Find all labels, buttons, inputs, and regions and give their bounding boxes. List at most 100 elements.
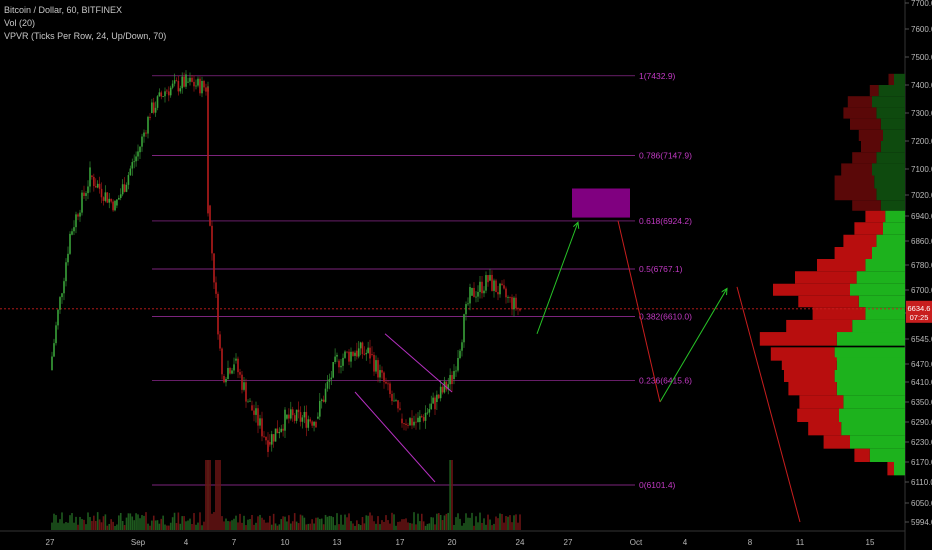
volume-bar [207, 460, 209, 530]
vpvr-up-row [841, 422, 905, 436]
vpvr-down-row [847, 96, 872, 108]
time-tick-label: 27 [46, 538, 55, 547]
volume-bar [324, 514, 327, 530]
vpvr-down-row [841, 163, 872, 176]
volume-bar [428, 523, 431, 530]
volume-bar [443, 515, 446, 530]
candle-body [53, 343, 55, 357]
volume-bar [497, 518, 499, 530]
volume-bar [181, 516, 183, 530]
price-tick-label: 6860.0 [911, 237, 932, 246]
volume-bar [265, 522, 267, 530]
volume-bar [299, 514, 302, 530]
vpvr-down-row [795, 271, 857, 284]
volume-bar [63, 523, 65, 530]
candle-body [467, 303, 469, 305]
volume-bar [434, 524, 436, 530]
volume-bar [55, 515, 57, 530]
candle-body [342, 357, 344, 366]
candle-body [158, 92, 161, 97]
volume-bar [479, 512, 481, 530]
candle-body [137, 151, 139, 157]
volume-bar [225, 518, 227, 530]
candle-body [385, 381, 387, 384]
candle-body [344, 351, 346, 358]
candle-body [381, 370, 383, 373]
candle-body [387, 383, 389, 385]
candle-body [293, 415, 296, 421]
candle-body [114, 200, 116, 211]
volume-bar [129, 513, 132, 530]
candle-body [397, 400, 399, 409]
vpvr-up-row [839, 408, 905, 422]
candle-body [320, 399, 323, 401]
fib-level-label: 1(7432.9) [639, 71, 676, 81]
candle-body [93, 176, 95, 187]
volume-bar [166, 525, 168, 530]
candle-body [221, 348, 223, 375]
candle-body [465, 304, 467, 315]
candle-body [173, 80, 176, 84]
candle-body [241, 374, 243, 390]
volume-bar [385, 515, 387, 530]
vpvr-up-row [876, 107, 905, 119]
candle-body [139, 146, 141, 153]
vpvr-down-row [852, 152, 877, 164]
volume-bar [137, 514, 139, 530]
time-tick-label: 8 [748, 538, 753, 547]
candle-body [489, 274, 491, 281]
candle-body [243, 382, 245, 390]
candle-body [497, 292, 499, 295]
candle-body [87, 186, 89, 194]
candle-body [270, 434, 273, 445]
volume-bar [169, 522, 172, 530]
candle-body [189, 77, 191, 82]
volume-bar [369, 512, 371, 530]
candle-body [96, 183, 99, 188]
volume-bar [391, 512, 393, 530]
candle-body [463, 314, 465, 343]
candle-body [415, 421, 417, 423]
volume-bar [121, 520, 124, 530]
volume-bar [515, 514, 517, 530]
vpvr-down-row [798, 295, 859, 308]
time-tick-label: 24 [516, 538, 525, 547]
volume-bar [295, 521, 298, 530]
candle-body [288, 414, 290, 419]
volume-bar [149, 525, 151, 530]
candle-body [389, 383, 391, 394]
volume-bar [280, 519, 283, 530]
volume-bar [447, 512, 450, 530]
price-tick-label: 7700.0 [911, 0, 932, 8]
volume-bar [291, 521, 294, 530]
volume-bar [513, 515, 515, 530]
volume-bar [104, 514, 107, 530]
candle-body [197, 78, 199, 86]
candle-body [131, 162, 134, 169]
volume-bar [387, 520, 389, 530]
volume-bar [509, 515, 511, 530]
volume-indicator-label[interactable]: Vol (20) [4, 18, 36, 28]
vpvr-down-row [759, 332, 837, 346]
volume-bar [501, 514, 503, 530]
volume-bar [259, 514, 261, 530]
vpvr-indicator-label[interactable]: VPVR (Ticks Per Row, 24, Up/Down, 70) [4, 31, 167, 41]
vpvr-up-row [856, 271, 905, 284]
symbol-label[interactable]: Bitcoin / Dollar, 60, BITFINEX [4, 5, 123, 15]
price-tick-label: 6290.0 [911, 418, 932, 427]
volume-bar [373, 521, 375, 530]
volume-bar [356, 520, 358, 530]
candle-body [141, 136, 143, 147]
volume-bar [319, 518, 321, 530]
volume-bar [125, 517, 128, 530]
volume-bar [352, 523, 354, 530]
candle-body [199, 78, 201, 94]
vpvr-down-row [799, 395, 844, 409]
volume-bar [487, 514, 489, 530]
volume-bar [465, 513, 467, 530]
volume-bar [156, 520, 159, 530]
candle-body [79, 212, 81, 217]
volume-bar [93, 515, 95, 530]
volume-bar [401, 519, 403, 530]
